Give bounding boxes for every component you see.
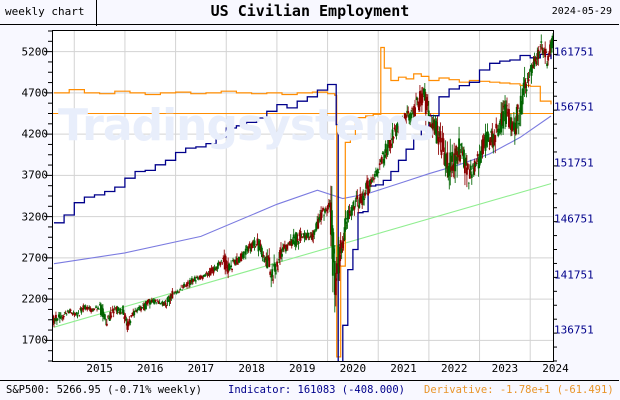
statusbar: S&P500: 5266.95 (-0.71% weekly) Indicato… xyxy=(0,380,619,399)
status-sp500: S&P500: 5266.95 (-0.71% weekly) xyxy=(6,384,202,396)
chart-plot-area[interactable] xyxy=(52,30,554,362)
x-tick: 2019 xyxy=(288,362,316,375)
x-tick: 2023 xyxy=(491,362,519,375)
y-axis-left: 5200 4700 4200 3700 3200 2700 2200 1700 xyxy=(0,30,49,362)
chart-mode-tab[interactable] xyxy=(0,0,97,26)
chart-date-label: 2024-05-29 xyxy=(551,6,612,17)
x-axis: 2015 2016 2017 2018 2019 2020 2021 2022 2023 2024 xyxy=(52,362,568,380)
y-tick-right: 136751 xyxy=(554,323,594,337)
y-tick-left: 3700 xyxy=(21,168,49,182)
y-tick-left: 4700 xyxy=(21,86,49,100)
y-tick-left: 1700 xyxy=(21,333,49,347)
chart-canvas xyxy=(53,31,553,361)
y-tick-right: 161751 xyxy=(554,45,594,59)
y-tick-right: 141751 xyxy=(554,268,594,282)
y-tick-right: 156751 xyxy=(554,100,594,114)
y-tick-left: 2700 xyxy=(21,251,49,265)
x-tick: 2017 xyxy=(187,362,215,375)
y-axis-right: 161751 156751 151751 146751 141751 136751 xyxy=(554,30,620,362)
titlebar-frame xyxy=(0,0,619,25)
y-tick-right: 151751 xyxy=(554,156,594,170)
x-tick: 2018 xyxy=(238,362,265,375)
y-axis-left-label: sp500 index scale xyxy=(0,0,14,62)
x-tick: 2020 xyxy=(339,362,367,375)
x-tick: 2021 xyxy=(390,362,417,375)
x-tick: 2016 xyxy=(137,362,164,375)
y-tick-left: 5200 xyxy=(21,45,49,59)
y-tick-left: 4200 xyxy=(21,127,49,141)
status-indicator: Indicator: 161083 (-408.000) xyxy=(228,384,406,396)
weekly-chart-label[interactable]: weekly chart xyxy=(5,5,85,18)
page-title: US Civilian Employment xyxy=(210,2,410,20)
y-tick-left: 2200 xyxy=(21,292,49,306)
x-tick: 2024 xyxy=(542,362,569,375)
y-tick-left: 3200 xyxy=(21,210,49,224)
y-tick-right: 146751 xyxy=(554,212,594,226)
status-derivative: Derivative: -1.78e+1 (-61.491) xyxy=(424,384,614,396)
x-tick: 2022 xyxy=(440,362,468,375)
x-tick: 2015 xyxy=(86,362,113,375)
